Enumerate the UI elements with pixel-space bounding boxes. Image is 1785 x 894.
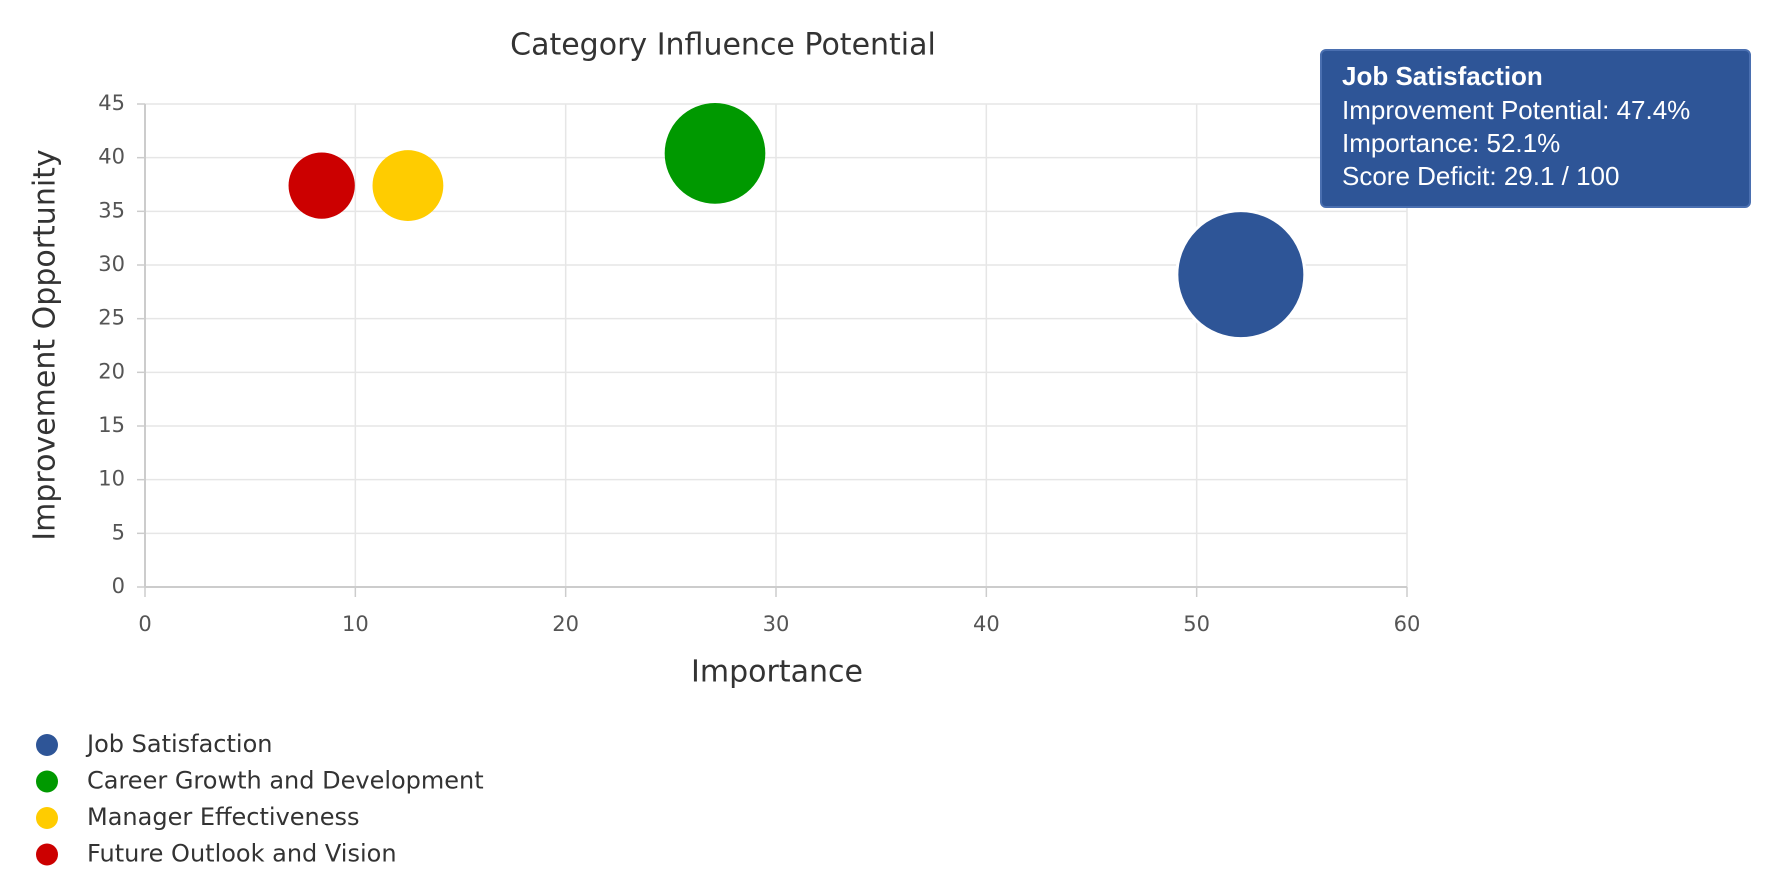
legend: Job Satisfaction Career Growth and Develo… <box>36 730 484 868</box>
legend-label: Job Satisfaction <box>85 730 272 758</box>
legend-marker <box>36 807 58 829</box>
y-tick-label: 15 <box>98 413 125 437</box>
plot <box>288 103 1307 341</box>
x-axis-title: Importance <box>691 655 863 690</box>
x-tick-label: 50 <box>1183 612 1210 636</box>
x-tick-label: 30 <box>763 612 790 636</box>
tooltip-line: Importance: 52.1% <box>1342 128 1560 158</box>
x-tick-label: 20 <box>552 612 579 636</box>
y-tick-label: 10 <box>98 467 125 491</box>
y-tick-label: 25 <box>98 306 125 330</box>
y-tick-label: 0 <box>112 574 125 598</box>
bubble <box>664 103 766 204</box>
grid: 0 5 10 15 20 25 30 35 40 45 0 10 20 30 40 50 60 <box>98 91 1420 636</box>
y-tick-label: 40 <box>98 145 125 169</box>
legend-marker <box>36 734 58 756</box>
chart-title: Category Influence Potential <box>510 28 936 63</box>
legend-label: Career Growth and Development <box>87 767 484 795</box>
bubble <box>288 152 355 219</box>
legend-label: Manager Effectiveness <box>87 803 360 831</box>
x-tick-label: 40 <box>973 612 1000 636</box>
tooltip: Job Satisfaction Improvement Potential: … <box>1320 49 1751 208</box>
y-tick-label: 5 <box>112 520 125 544</box>
y-tick-label: 35 <box>98 198 125 222</box>
tooltip-title: Job Satisfaction <box>1342 61 1543 91</box>
y-tick-label: 30 <box>98 252 125 276</box>
x-tick-label: 0 <box>138 612 151 636</box>
tooltip-line: Score Deficit: 29.1 / 100 <box>1342 161 1619 191</box>
x-tick-label: 60 <box>1394 612 1421 636</box>
tooltip-box <box>1320 49 1751 208</box>
y-tick-label: 20 <box>98 359 125 383</box>
legend-marker <box>36 843 58 866</box>
tooltip-line: Improvement Potential: 47.4% <box>1342 95 1690 125</box>
y-tick-label: 45 <box>98 91 125 115</box>
legend-marker <box>36 770 58 793</box>
bubble <box>1175 209 1307 341</box>
legend-label: Future Outlook and Vision <box>87 840 397 868</box>
bubble <box>372 150 444 221</box>
y-axis-title: Improvement Opportunity <box>28 149 63 540</box>
x-tick-label: 10 <box>342 612 369 636</box>
